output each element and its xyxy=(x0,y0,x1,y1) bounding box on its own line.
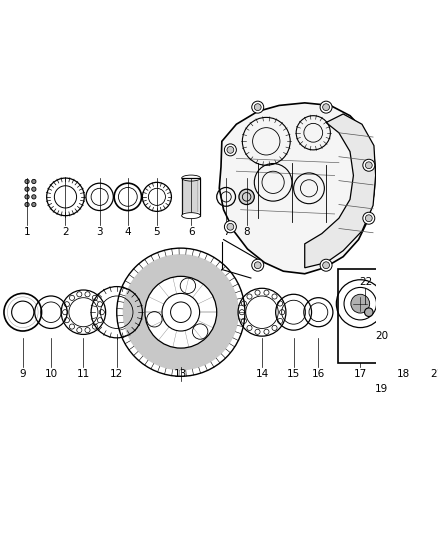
Text: 8: 8 xyxy=(243,227,250,237)
Text: 4: 4 xyxy=(124,227,131,237)
Text: 1: 1 xyxy=(24,227,30,237)
Circle shape xyxy=(254,262,261,269)
Text: 16: 16 xyxy=(312,369,325,379)
Text: 6: 6 xyxy=(188,227,194,237)
Bar xyxy=(432,312,437,319)
Circle shape xyxy=(254,104,261,110)
Circle shape xyxy=(32,187,36,191)
Circle shape xyxy=(239,189,254,205)
Circle shape xyxy=(365,162,372,168)
Circle shape xyxy=(224,144,237,156)
Circle shape xyxy=(145,276,217,348)
Circle shape xyxy=(320,101,332,113)
Text: 15: 15 xyxy=(287,369,300,379)
Text: 21: 21 xyxy=(431,369,438,379)
Text: 2: 2 xyxy=(62,227,69,237)
Text: 22: 22 xyxy=(359,277,372,287)
Circle shape xyxy=(25,179,29,183)
Circle shape xyxy=(224,221,237,233)
Circle shape xyxy=(227,223,234,230)
Circle shape xyxy=(389,290,417,317)
Circle shape xyxy=(396,297,410,311)
Polygon shape xyxy=(219,103,376,274)
Circle shape xyxy=(227,147,234,154)
Polygon shape xyxy=(305,114,376,268)
Circle shape xyxy=(363,159,375,171)
Circle shape xyxy=(351,294,370,313)
Text: 20: 20 xyxy=(375,331,388,341)
Circle shape xyxy=(252,101,264,113)
Circle shape xyxy=(32,195,36,199)
Circle shape xyxy=(364,308,373,317)
Circle shape xyxy=(363,212,375,224)
Text: 13: 13 xyxy=(174,369,187,379)
Bar xyxy=(182,178,201,216)
Ellipse shape xyxy=(182,213,201,219)
Circle shape xyxy=(25,187,29,191)
Text: 17: 17 xyxy=(353,369,367,379)
Text: 11: 11 xyxy=(77,369,90,379)
Circle shape xyxy=(252,259,264,271)
Circle shape xyxy=(123,254,239,370)
Text: 14: 14 xyxy=(255,369,268,379)
Text: 3: 3 xyxy=(96,227,103,237)
Text: 19: 19 xyxy=(375,384,388,394)
Circle shape xyxy=(365,215,372,222)
Bar xyxy=(338,270,426,364)
Circle shape xyxy=(32,203,36,207)
Bar xyxy=(432,300,437,307)
Circle shape xyxy=(323,262,329,269)
Circle shape xyxy=(25,195,29,199)
Text: 10: 10 xyxy=(44,369,57,379)
Text: 9: 9 xyxy=(19,369,26,379)
Circle shape xyxy=(32,179,36,183)
Text: 5: 5 xyxy=(154,227,160,237)
Text: 18: 18 xyxy=(396,369,410,379)
Circle shape xyxy=(25,203,29,207)
Text: 7: 7 xyxy=(223,227,230,237)
Circle shape xyxy=(323,104,329,110)
Circle shape xyxy=(320,259,332,271)
Bar xyxy=(432,285,437,292)
Text: 12: 12 xyxy=(110,369,124,379)
